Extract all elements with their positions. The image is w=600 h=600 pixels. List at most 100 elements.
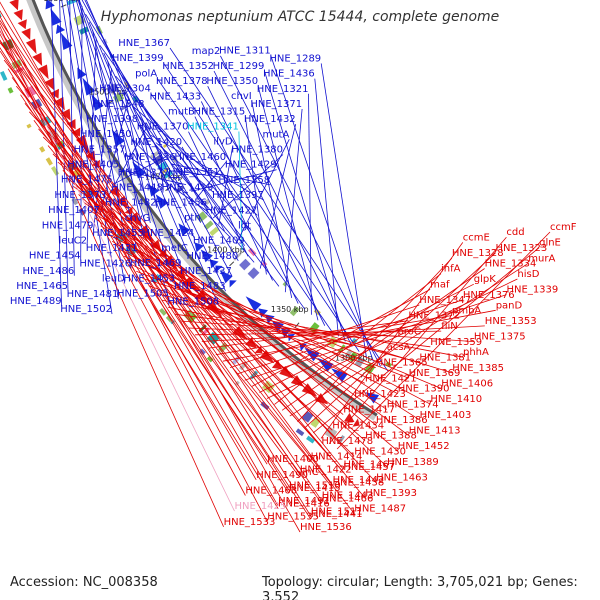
reverse-rna-mark — [295, 428, 305, 437]
gene-label: HNE_1369 — [409, 368, 461, 379]
leader-line — [0, 28, 235, 512]
gene-label: HNE_1479 — [42, 220, 94, 231]
gene-label: HNE_1328 — [452, 248, 504, 259]
leader-line — [251, 289, 431, 387]
gene-label: HNE_1358 — [218, 175, 270, 186]
leader-line — [244, 294, 507, 381]
gene-label: HNE_1385 — [452, 363, 504, 374]
gene-label: HNE_1419 — [162, 182, 214, 193]
leader-line — [99, 45, 246, 246]
leader-line — [281, 268, 485, 411]
gene-label: HNE_1441 — [311, 509, 363, 520]
reverse-function-box — [301, 410, 314, 423]
reverse-rna-mark — [206, 355, 214, 363]
reverse-rna-mark — [0, 70, 8, 81]
gene-label: HNE_1409 — [193, 236, 245, 247]
leader-line — [88, 21, 189, 254]
reverse-rna-mark — [71, 197, 79, 206]
gene-label: HNE_1457 — [343, 462, 395, 473]
leader-line — [115, 75, 252, 231]
reverse-function-box — [71, 168, 83, 180]
kbp-tick-label: 1300 kbp — [335, 354, 373, 363]
gene-label: HNE_1490 — [256, 470, 308, 481]
gene-label: HNE_1400 — [267, 454, 319, 465]
gene-label: HNE_1424 — [143, 228, 195, 239]
reverse-function-box — [337, 435, 345, 445]
gene-label: HNE_1289 — [269, 53, 321, 64]
forward-function-box — [247, 267, 260, 280]
leader-line — [257, 85, 319, 321]
gene-label: HNE_1429 — [225, 160, 277, 171]
leader-line — [11, 77, 322, 504]
gene-label: panD — [496, 300, 523, 311]
leader-line — [136, 270, 409, 379]
gene-label: HNE_1352 — [162, 61, 214, 72]
gene-label: ccmF — [550, 222, 577, 233]
leader-line — [289, 262, 529, 417]
reverse-cds-arrow — [9, 0, 19, 11]
kbp-tick-mark — [60, 4, 67, 8]
gene-label: chvI — [231, 91, 252, 102]
leader-line — [212, 154, 284, 219]
gene-label: HNE_1486 — [23, 266, 75, 277]
kbp-tick-mark — [229, 261, 235, 267]
reverse-function-box — [249, 370, 259, 380]
gene-label: HNE_1367 — [118, 38, 170, 49]
gene-label: HNE_1381 — [419, 352, 471, 363]
gene-label: polA — [135, 68, 157, 79]
leader-line — [194, 116, 273, 281]
reverse-cds-arrow — [271, 360, 282, 370]
leader-line — [320, 63, 367, 357]
gene-label: cdd — [506, 227, 524, 238]
gene-label: HNE_1353 — [485, 316, 537, 327]
gene-label: HNE_1416 — [278, 499, 330, 510]
forward-function-box — [209, 226, 220, 237]
gene-label: HNE_1491 — [278, 496, 330, 507]
leader-line — [7, 68, 279, 509]
forward-cds-arrow — [331, 368, 348, 383]
label-leader-lines — [0, 0, 551, 533]
gene-label: HNE_1426 — [79, 258, 131, 269]
leader-line — [72, 0, 126, 284]
gene-label: HNE_1510 — [289, 480, 341, 491]
gene-label: HNE_1511 — [311, 506, 363, 517]
leader-line — [312, 247, 540, 434]
reverse-rna-mark — [39, 146, 46, 153]
leader-line — [207, 86, 326, 326]
gene-label: HNE_1393 — [365, 488, 417, 499]
forward-function-box — [149, 151, 160, 160]
forward-function-box — [239, 258, 251, 271]
gene-label: HNE_1321 — [257, 84, 309, 95]
gene-label: HNE_1359 — [430, 337, 482, 348]
gene-label: mutB — [168, 107, 195, 118]
gene-label: HNE_1420 — [130, 137, 182, 148]
leader-line — [220, 55, 381, 367]
gene-label: HNE_1465 — [16, 281, 68, 292]
gene-label: HNE_1410 — [430, 394, 482, 405]
forward-cds-arrow — [91, 93, 104, 111]
reverse-cds-arrow — [32, 52, 43, 66]
forward-function-box — [113, 92, 125, 103]
leader-line — [264, 70, 346, 342]
gene-label: pmbA — [452, 306, 481, 317]
reverse-cds-arrow — [128, 212, 143, 228]
leader-line — [155, 142, 214, 193]
leader-line — [156, 78, 332, 332]
leader-line — [270, 55, 374, 362]
reverse-cds-arrow — [66, 118, 76, 130]
forward-cds-arrow — [178, 223, 191, 237]
gene-label: HNE_1377 — [118, 167, 170, 178]
forward-cds-arrow — [229, 280, 237, 288]
gene-label: HNE_1406 — [441, 379, 493, 390]
forward-function-box — [163, 169, 174, 179]
gene-label: HNE_1421 — [365, 373, 417, 384]
leader-line — [0, 19, 323, 501]
leader-line — [188, 131, 249, 257]
leader-line — [314, 78, 339, 337]
gene-label: HNE_1388 — [365, 431, 417, 442]
gene-label: HNE_1370 — [137, 122, 189, 133]
gene-label: leuC2 — [58, 235, 87, 246]
gene-label: HNE_1373 — [54, 190, 106, 201]
forward-function-box — [233, 252, 242, 261]
leader-line — [100, 225, 388, 410]
